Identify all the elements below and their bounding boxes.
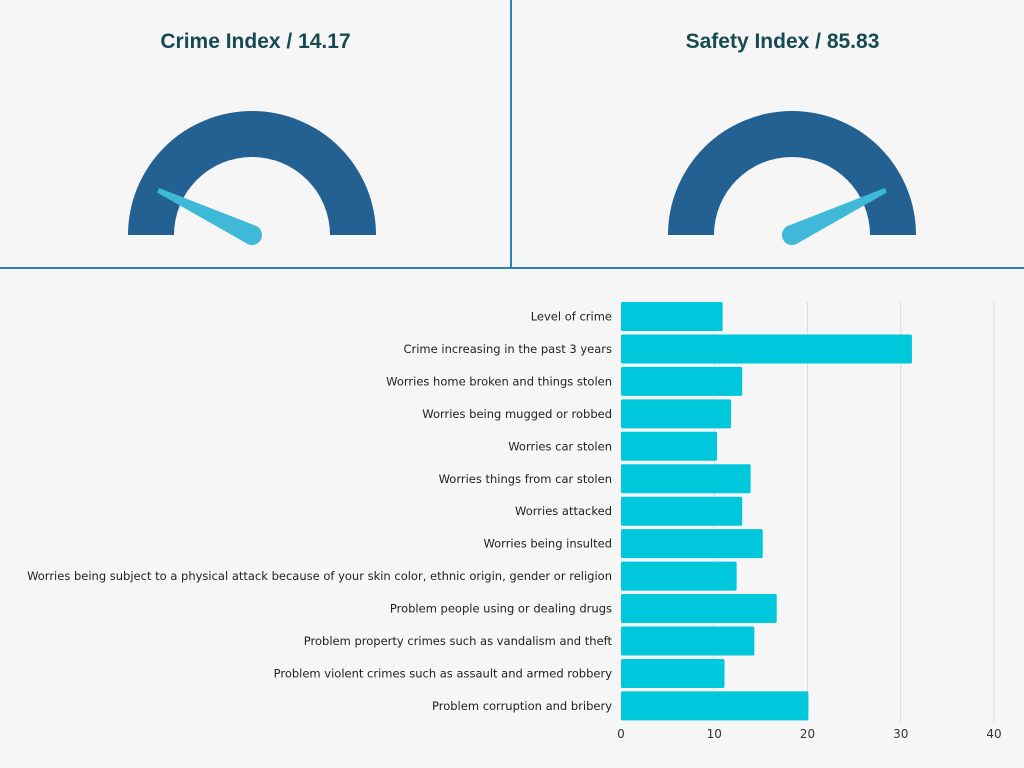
category-label: Worries being mugged or robbed (422, 407, 612, 421)
gauge-needle (157, 187, 257, 245)
category-label: Problem property crimes such as vandalis… (304, 634, 613, 648)
category-label: Problem violent crimes such as assault a… (274, 666, 613, 680)
bar (621, 529, 763, 559)
category-label: Worries things from car stolen (439, 472, 612, 486)
gauge-needle (787, 187, 887, 245)
divider-horizontal (0, 267, 1024, 269)
category-label: Worries car stolen (508, 439, 612, 453)
bar (621, 399, 732, 429)
category-label: Worries being subject to a physical atta… (27, 569, 612, 583)
safety-index-title: Safety Index / 85.83 (685, 30, 880, 53)
bar (621, 594, 777, 624)
category-label: Worries being insulted (483, 537, 612, 551)
bar (621, 626, 755, 656)
bar (621, 561, 737, 591)
category-label: Crime increasing in the past 3 years (403, 342, 612, 356)
category-label: Worries attacked (515, 504, 612, 518)
crime-index-title: Crime Index / 14.17 (160, 30, 351, 53)
bar (621, 366, 743, 396)
category-label: Problem corruption and bribery (432, 699, 612, 713)
bar (621, 691, 809, 721)
bar (621, 431, 718, 461)
gauge-arc (128, 111, 376, 235)
gauge-arc (668, 111, 916, 235)
x-tick-label: 10 (707, 727, 722, 741)
gauge-needle-hub (242, 225, 262, 245)
bar (621, 496, 743, 526)
bar (621, 334, 912, 364)
x-tick-label: 0 (617, 727, 625, 741)
gauges (128, 111, 916, 245)
x-tick-label: 20 (800, 727, 815, 741)
category-label: Problem people using or dealing drugs (390, 602, 612, 616)
bar (621, 464, 751, 494)
x-tick-label: 30 (893, 727, 908, 741)
category-label: Worries home broken and things stolen (386, 374, 612, 388)
bar (621, 302, 723, 331)
category-label: Level of crime (531, 310, 612, 324)
gauge-needle-hub (782, 225, 802, 245)
bar (621, 658, 725, 688)
x-tick-label: 40 (986, 727, 1001, 741)
divider-vertical (510, 0, 512, 268)
